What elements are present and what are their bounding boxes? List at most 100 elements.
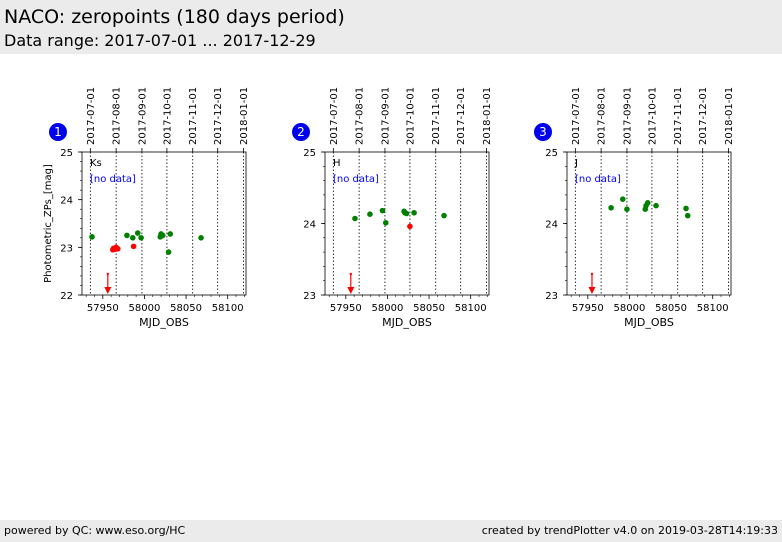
- good-data-point: [134, 230, 141, 236]
- good-data-point: [619, 196, 626, 202]
- outlier-arrow-tail: [590, 272, 594, 276]
- top-date-label: 2017-10-01: [162, 87, 173, 145]
- good-data-point: [367, 211, 373, 218]
- panel-number-text: 3: [539, 125, 547, 139]
- plot-frame: [81, 151, 247, 296]
- charts-area: 2017-07-01 2017-08-01 2017-09-01 2017-10-01…: [43, 87, 735, 329]
- top-date-label: 2017-11-01: [188, 87, 199, 145]
- x-tick-label: 58000: [614, 303, 646, 314]
- no-data-note: [no data]: [333, 174, 379, 185]
- band-label: Ks: [90, 158, 102, 169]
- footer-generator: created by trendPlotter v4.0 on 2019-03-…: [481, 524, 778, 537]
- x-tick-label: 58050: [170, 303, 202, 314]
- y-tick-label: 23: [60, 243, 73, 254]
- x-tick-label: 58050: [655, 303, 687, 314]
- good-data-point: [124, 232, 130, 239]
- top-date-label: 2017-11-01: [673, 87, 684, 145]
- panel-number-text: 1: [54, 125, 62, 139]
- chart-panel-2: 2017-07-01 2017-08-01 2017-09-01 2017-10-01…: [292, 87, 493, 329]
- band-label: J: [574, 158, 578, 169]
- good-data-point: [653, 202, 659, 209]
- x-tick-label: 58100: [212, 303, 244, 314]
- top-date-label: 2017-11-01: [431, 87, 442, 145]
- outlier-data-point: [114, 245, 121, 252]
- report-header: NACO: zeropoints (180 days period) Data …: [0, 0, 782, 54]
- outlier-arrow-tail: [349, 272, 353, 276]
- top-date-label: 2017-12-01: [456, 87, 467, 145]
- chart-panel-3: 2017-07-01 2017-08-01 2017-09-01 2017-10-01…: [534, 87, 735, 329]
- x-tick-label: 58000: [372, 303, 404, 314]
- x-axis-label: MJD_OBS: [382, 316, 432, 329]
- good-data-point: [411, 209, 417, 216]
- good-data-point: [403, 210, 410, 217]
- report-title: NACO: zeropoints (180 days period): [4, 6, 345, 28]
- good-data-point: [379, 207, 386, 214]
- panel-number-text: 2: [297, 125, 305, 139]
- good-data-point: [89, 234, 95, 240]
- y-tick-label: 23: [545, 291, 558, 302]
- top-date-label: 2017-07-01: [571, 87, 582, 145]
- good-data-point: [352, 215, 358, 222]
- y-axis-label: Photometric_ZPs_[mag]: [43, 164, 54, 283]
- x-tick-label: 57950: [572, 303, 604, 314]
- good-data-point: [624, 206, 630, 212]
- outlier-data-point: [407, 223, 413, 230]
- good-data-point: [608, 204, 614, 211]
- top-date-label: 2018-01-01: [724, 87, 735, 145]
- good-data-point: [159, 232, 166, 239]
- y-tick-label: 24: [60, 196, 73, 207]
- good-data-point: [167, 231, 174, 237]
- good-data-point: [165, 249, 172, 255]
- panel-number-badge: [49, 123, 67, 141]
- top-date-label: 2017-09-01: [137, 87, 148, 145]
- y-tick-label: 24: [303, 220, 316, 231]
- y-tick-label: 25: [545, 148, 558, 159]
- top-date-label: 2017-07-01: [86, 87, 97, 145]
- y-tick-label: 25: [303, 148, 316, 159]
- good-data-point: [138, 235, 144, 241]
- outlier-arrow-head: [104, 287, 112, 294]
- no-data-note: [no data]: [90, 174, 136, 185]
- top-date-label: 2017-10-01: [647, 87, 658, 145]
- chart-panel-1: 2017-07-01 2017-08-01 2017-09-01 2017-10-01…: [43, 87, 250, 329]
- no-data-note: [no data]: [575, 174, 621, 185]
- top-date-label: 2017-08-01: [112, 87, 123, 145]
- panel-number-badge: [534, 123, 552, 141]
- top-date-label: 2018-01-01: [482, 87, 493, 145]
- top-date-label: 2017-12-01: [698, 87, 709, 145]
- y-tick-label: 22: [60, 291, 73, 302]
- top-date-label: 2017-12-01: [213, 87, 224, 145]
- x-tick-label: 57950: [330, 303, 362, 314]
- good-data-point: [441, 212, 447, 219]
- y-tick-label: 25: [60, 148, 73, 159]
- footer-credit: powered by QC: www.eso.org/HC: [4, 524, 186, 537]
- outlier-data-point: [130, 243, 137, 250]
- x-axis-label: MJD_OBS: [139, 316, 189, 329]
- x-axis-label: MJD_OBS: [624, 316, 674, 329]
- data-range-subtitle: Data range: 2017-07-01 ... 2017-12-29: [4, 31, 316, 50]
- band-label: H: [333, 158, 341, 169]
- top-date-label: 2017-08-01: [355, 87, 366, 145]
- y-tick-label: 24: [545, 220, 558, 231]
- panel-number-badge: [292, 123, 310, 141]
- top-date-label: 2018-01-01: [239, 87, 250, 145]
- good-data-point: [644, 199, 651, 206]
- outlier-arrow-head: [347, 287, 355, 294]
- good-data-point: [382, 219, 389, 226]
- good-data-point: [683, 205, 689, 212]
- good-data-point: [129, 235, 136, 241]
- good-data-point: [684, 212, 691, 219]
- x-tick-label: 58100: [455, 303, 487, 314]
- report-footer: powered by QC: www.eso.org/HC created by…: [0, 520, 782, 542]
- x-tick-label: 58000: [129, 303, 161, 314]
- top-date-label: 2017-09-01: [622, 87, 633, 145]
- top-date-label: 2017-07-01: [329, 87, 340, 145]
- top-date-label: 2017-09-01: [380, 87, 391, 145]
- outlier-arrow-head: [588, 287, 596, 294]
- top-date-label: 2017-10-01: [405, 87, 416, 145]
- x-tick-label: 58050: [413, 303, 445, 314]
- outlier-arrow-tail: [106, 272, 110, 276]
- x-tick-label: 57950: [87, 303, 119, 314]
- top-date-label: 2017-08-01: [597, 87, 608, 145]
- good-data-point: [198, 235, 204, 241]
